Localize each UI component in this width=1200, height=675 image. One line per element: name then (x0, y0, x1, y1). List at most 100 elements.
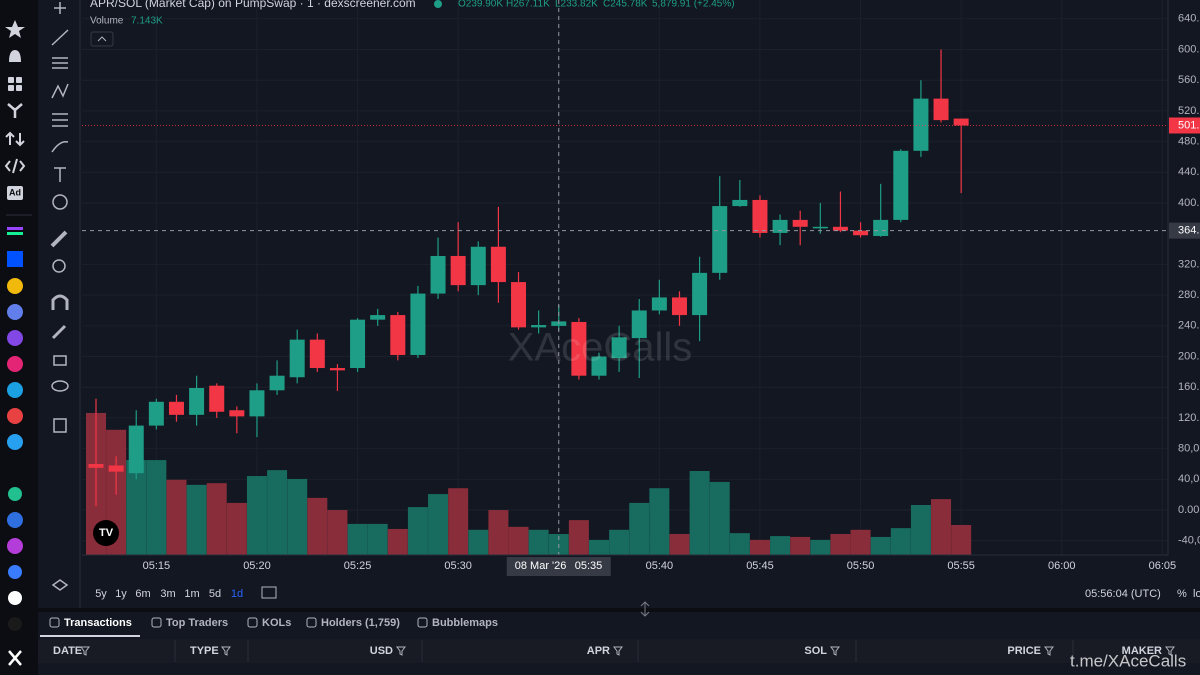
chain-icon[interactable] (8, 591, 22, 605)
ohlc-high: H267.11K (506, 0, 550, 10)
tab[interactable]: Transactions (64, 617, 132, 629)
x-icon[interactable] (8, 650, 22, 666)
collapse-button[interactable] (90, 31, 114, 47)
range-button[interactable]: 6m (135, 588, 150, 600)
y-tick-label: 520. (1178, 105, 1199, 117)
grid-icon[interactable] (16, 85, 22, 91)
filter-icon[interactable] (1165, 646, 1175, 656)
column-header[interactable]: USD (370, 645, 393, 657)
swap-icon[interactable] (5, 131, 25, 147)
column-header[interactable]: APR (587, 645, 610, 657)
chain-icon[interactable] (7, 538, 23, 554)
sprout-icon[interactable] (7, 103, 23, 118)
chain-icon[interactable] (7, 232, 23, 235)
column-header[interactable]: DATE (53, 645, 82, 657)
y-tick-label: 480. (1178, 136, 1199, 148)
visibility-tool[interactable] (51, 380, 69, 392)
chain-icon[interactable] (7, 408, 23, 424)
chain-icon[interactable] (7, 251, 23, 267)
candle-body (229, 410, 245, 417)
x-tick-label: 06:00 (1048, 560, 1076, 572)
grid-icon[interactable] (8, 77, 14, 83)
candle-body (269, 375, 285, 391)
star-icon[interactable] (5, 20, 25, 38)
price-axis (1168, 0, 1200, 555)
splitter[interactable] (38, 608, 1200, 612)
resize-handle[interactable] (640, 601, 650, 617)
tab[interactable]: KOLs (262, 617, 291, 629)
channel-tool[interactable] (52, 57, 68, 69)
code-icon[interactable] (4, 158, 26, 174)
column-header[interactable]: MAKER (1122, 645, 1162, 657)
chain-icon[interactable] (7, 512, 23, 528)
column-header[interactable]: PRICE (1007, 645, 1041, 657)
bell-icon[interactable] (9, 50, 21, 62)
percent-toggle[interactable]: % (1177, 588, 1187, 600)
lock-draw-tool[interactable] (51, 324, 67, 340)
magnet-tool[interactable] (51, 294, 69, 310)
candle-body (893, 150, 909, 220)
grid-icon[interactable] (16, 77, 22, 83)
emoji-tool[interactable] (52, 194, 68, 210)
range-button[interactable]: 1m (184, 588, 199, 600)
grid-icon[interactable] (8, 85, 14, 91)
ad-icon-label: Ad (9, 187, 21, 197)
filter-icon[interactable] (80, 646, 90, 656)
zoom-tool[interactable] (52, 259, 66, 273)
ruler-tool[interactable] (50, 230, 68, 248)
chain-icon[interactable] (7, 330, 23, 346)
tab-icon (151, 617, 162, 628)
volume-bar (669, 533, 690, 555)
filter-icon[interactable] (221, 646, 231, 656)
trash-tool[interactable] (53, 418, 67, 433)
tab-icon (417, 617, 428, 628)
filter-icon[interactable] (396, 646, 406, 656)
candle-body (812, 226, 828, 229)
volume-bar (870, 536, 891, 555)
tab-icon (247, 617, 258, 628)
volume-bar (709, 481, 730, 555)
crosshair-date: 08 Mar '26 (515, 560, 567, 572)
chain-icon[interactable] (8, 565, 22, 579)
text-tool[interactable] (54, 167, 66, 182)
range-button[interactable]: 5y (95, 588, 107, 600)
range-button[interactable]: 1d (231, 588, 243, 600)
volume-bar (568, 520, 589, 555)
tab[interactable]: Top Traders (166, 617, 228, 629)
filter-icon[interactable] (830, 646, 840, 656)
chain-icon[interactable] (7, 278, 23, 294)
volume-bar (830, 533, 851, 555)
column-header[interactable]: SOL (804, 645, 827, 657)
trendline-tool[interactable] (51, 29, 69, 46)
chain-icon[interactable] (7, 227, 23, 230)
tab[interactable]: Bubblemaps (432, 617, 498, 629)
range-button[interactable]: 1y (115, 588, 127, 600)
lock-tool[interactable] (53, 355, 67, 366)
chain-icon[interactable] (7, 356, 23, 372)
chain-icon[interactable] (8, 487, 22, 501)
brush-tool[interactable] (51, 140, 69, 153)
ad-icon-box[interactable] (7, 186, 23, 200)
log-toggle[interactable]: log (1193, 588, 1200, 600)
date-range-icon[interactable] (261, 586, 277, 599)
filter-icon[interactable] (1044, 646, 1054, 656)
column-header[interactable]: TYPE (190, 645, 219, 657)
x-tick-label: 05:55 (947, 560, 975, 572)
candle-body (913, 98, 929, 151)
range-button[interactable]: 5d (209, 588, 221, 600)
filter-icon[interactable] (613, 646, 623, 656)
chain-icon[interactable] (7, 382, 23, 398)
chain-icon[interactable] (8, 617, 22, 631)
volume-bar (206, 483, 227, 555)
crosshair-tool[interactable] (54, 2, 66, 14)
chain-icon[interactable] (7, 304, 23, 320)
fib-tool[interactable] (52, 113, 68, 127)
y-tick-label: 120. (1178, 412, 1199, 424)
chain-icon[interactable] (7, 434, 23, 450)
volume-bar (387, 528, 408, 555)
pattern-tool[interactable] (51, 83, 69, 99)
tab[interactable]: Holders (1,759) (321, 617, 400, 629)
range-button[interactable]: 3m (160, 588, 175, 600)
layers-tool[interactable] (51, 579, 69, 591)
volume-bar (951, 524, 972, 555)
